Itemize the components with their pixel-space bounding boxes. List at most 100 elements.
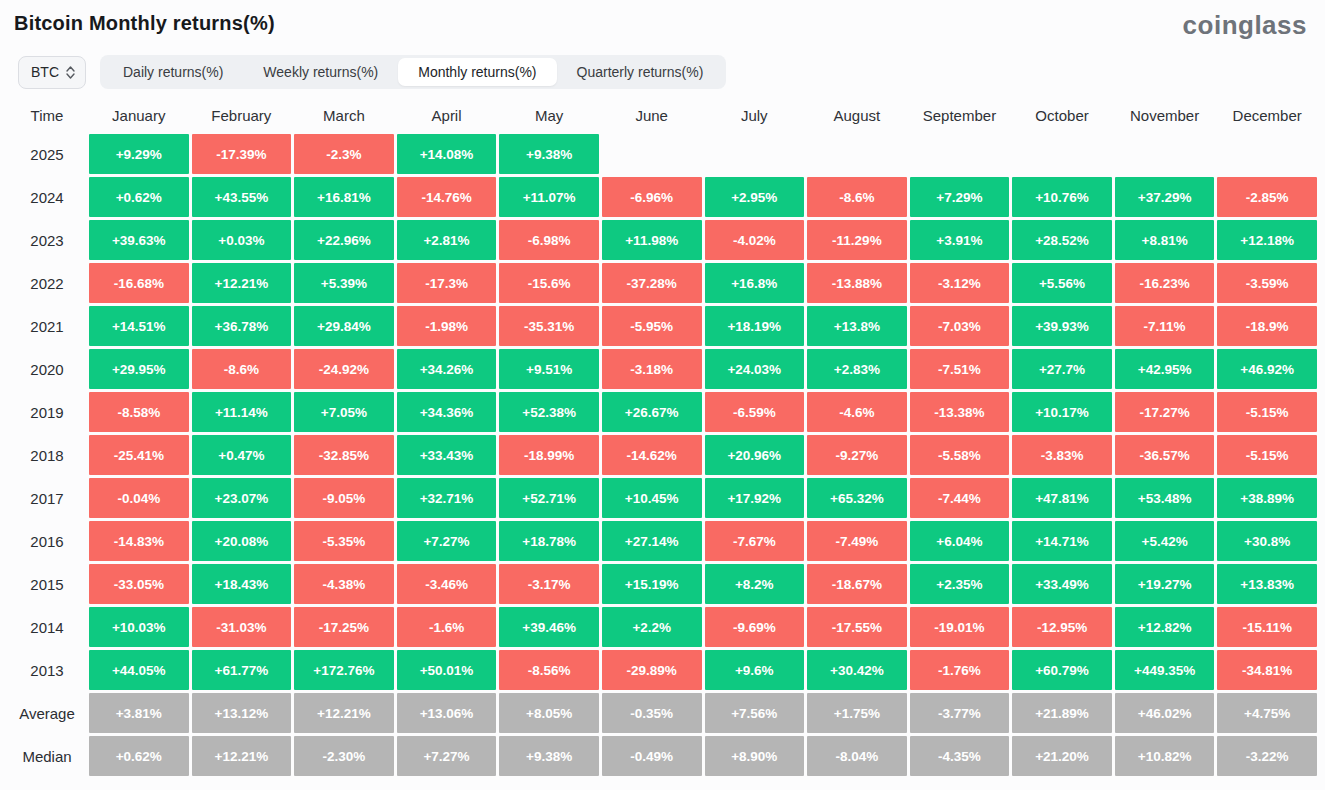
return-cell: -8.58% bbox=[89, 392, 189, 432]
return-cell: +36.78% bbox=[192, 306, 292, 346]
return-cell: +14.08% bbox=[397, 134, 497, 174]
return-cell: +8.90% bbox=[705, 736, 805, 776]
return-cell: +39.93% bbox=[1012, 306, 1112, 346]
return-cell: +34.36% bbox=[397, 392, 497, 432]
column-header-november: November bbox=[1115, 99, 1215, 131]
return-cell: -7.11% bbox=[1115, 306, 1215, 346]
return-cell: +19.27% bbox=[1115, 564, 1215, 604]
return-cell: +7.27% bbox=[397, 521, 497, 561]
row-label-2013: 2013 bbox=[8, 650, 86, 690]
return-cell: +47.81% bbox=[1012, 478, 1112, 518]
return-cell bbox=[1217, 134, 1317, 174]
column-header-may: May bbox=[499, 99, 599, 131]
return-cell: +27.14% bbox=[602, 521, 702, 561]
return-cell: +34.26% bbox=[397, 349, 497, 389]
return-cell: +6.04% bbox=[910, 521, 1010, 561]
return-cell: -15.6% bbox=[499, 263, 599, 303]
page: Bitcoin Monthly returns(%) coinglass BTC… bbox=[0, 0, 1325, 790]
return-cell: -4.38% bbox=[294, 564, 394, 604]
return-cell: -5.15% bbox=[1217, 392, 1317, 432]
return-cell: +11.14% bbox=[192, 392, 292, 432]
return-cell: +44.05% bbox=[89, 650, 189, 690]
return-cell: +13.83% bbox=[1217, 564, 1317, 604]
row-label-2021: 2021 bbox=[8, 306, 86, 346]
return-cell: +18.19% bbox=[705, 306, 805, 346]
symbol-select-value: BTC bbox=[31, 64, 59, 80]
return-cell: -0.49% bbox=[602, 736, 702, 776]
return-cell: +449.35% bbox=[1115, 650, 1215, 690]
tab-weekly[interactable]: Weekly returns(%) bbox=[243, 58, 398, 86]
return-cell: +33.43% bbox=[397, 435, 497, 475]
return-cell: +8.2% bbox=[705, 564, 805, 604]
return-cell bbox=[1012, 134, 1112, 174]
tab-monthly[interactable]: Monthly returns(%) bbox=[398, 58, 556, 86]
return-cell: +9.6% bbox=[705, 650, 805, 690]
return-cell: -17.27% bbox=[1115, 392, 1215, 432]
return-cell: +65.32% bbox=[807, 478, 907, 518]
coinglass-logo: coinglass bbox=[1183, 10, 1307, 41]
return-cell: +0.62% bbox=[89, 177, 189, 217]
return-cell: +12.18% bbox=[1217, 220, 1317, 260]
return-cell: -16.68% bbox=[89, 263, 189, 303]
return-cell: +60.79% bbox=[1012, 650, 1112, 690]
return-cell: -7.51% bbox=[910, 349, 1010, 389]
return-cell: +9.38% bbox=[499, 134, 599, 174]
return-cell: +16.8% bbox=[705, 263, 805, 303]
return-cell: +16.81% bbox=[294, 177, 394, 217]
return-cell: +2.81% bbox=[397, 220, 497, 260]
return-cell: +22.96% bbox=[294, 220, 394, 260]
symbol-select[interactable]: BTC bbox=[18, 56, 86, 89]
return-cell: +172.76% bbox=[294, 650, 394, 690]
return-cell: +50.01% bbox=[397, 650, 497, 690]
return-cell: -33.05% bbox=[89, 564, 189, 604]
return-cell: -18.9% bbox=[1217, 306, 1317, 346]
column-header-june: June bbox=[602, 99, 702, 131]
return-cell: -7.03% bbox=[910, 306, 1010, 346]
return-cell: -17.55% bbox=[807, 607, 907, 647]
return-cell: +8.05% bbox=[499, 693, 599, 733]
tab-daily[interactable]: Daily returns(%) bbox=[103, 58, 243, 86]
return-cell bbox=[910, 134, 1010, 174]
return-cell: -2.30% bbox=[294, 736, 394, 776]
return-cell: +10.17% bbox=[1012, 392, 1112, 432]
return-cell: +61.77% bbox=[192, 650, 292, 690]
return-cell: +13.06% bbox=[397, 693, 497, 733]
return-cell: -8.6% bbox=[807, 177, 907, 217]
return-cell: +13.12% bbox=[192, 693, 292, 733]
return-cell: -4.6% bbox=[807, 392, 907, 432]
return-cell: +9.29% bbox=[89, 134, 189, 174]
return-cell: +52.38% bbox=[499, 392, 599, 432]
return-cell: -3.12% bbox=[910, 263, 1010, 303]
row-label-average: Average bbox=[8, 693, 86, 733]
return-cell: +17.92% bbox=[705, 478, 805, 518]
return-cell: +2.35% bbox=[910, 564, 1010, 604]
column-header-april: April bbox=[397, 99, 497, 131]
return-cell: -16.23% bbox=[1115, 263, 1215, 303]
row-label-2017: 2017 bbox=[8, 478, 86, 518]
return-cell: +9.51% bbox=[499, 349, 599, 389]
return-cell: -3.22% bbox=[1217, 736, 1317, 776]
return-cell: -14.62% bbox=[602, 435, 702, 475]
return-cell: -2.3% bbox=[294, 134, 394, 174]
return-cell: +52.71% bbox=[499, 478, 599, 518]
row-label-2019: 2019 bbox=[8, 392, 86, 432]
return-cell: +29.95% bbox=[89, 349, 189, 389]
return-cell: -31.03% bbox=[192, 607, 292, 647]
return-cell: +0.47% bbox=[192, 435, 292, 475]
tab-quarterly[interactable]: Quarterly returns(%) bbox=[557, 58, 724, 86]
return-cell: +46.02% bbox=[1115, 693, 1215, 733]
return-cell: +18.43% bbox=[192, 564, 292, 604]
return-cell: +28.52% bbox=[1012, 220, 1112, 260]
return-cell: +38.89% bbox=[1217, 478, 1317, 518]
return-cell: -12.95% bbox=[1012, 607, 1112, 647]
return-cell: +2.95% bbox=[705, 177, 805, 217]
return-cell bbox=[807, 134, 907, 174]
return-cell: +7.56% bbox=[705, 693, 805, 733]
return-cell: -14.83% bbox=[89, 521, 189, 561]
return-cell: -18.99% bbox=[499, 435, 599, 475]
return-cell: +42.95% bbox=[1115, 349, 1215, 389]
column-header-august: August bbox=[807, 99, 907, 131]
return-cell: +12.21% bbox=[192, 736, 292, 776]
row-label-2014: 2014 bbox=[8, 607, 86, 647]
return-cell: +24.03% bbox=[705, 349, 805, 389]
